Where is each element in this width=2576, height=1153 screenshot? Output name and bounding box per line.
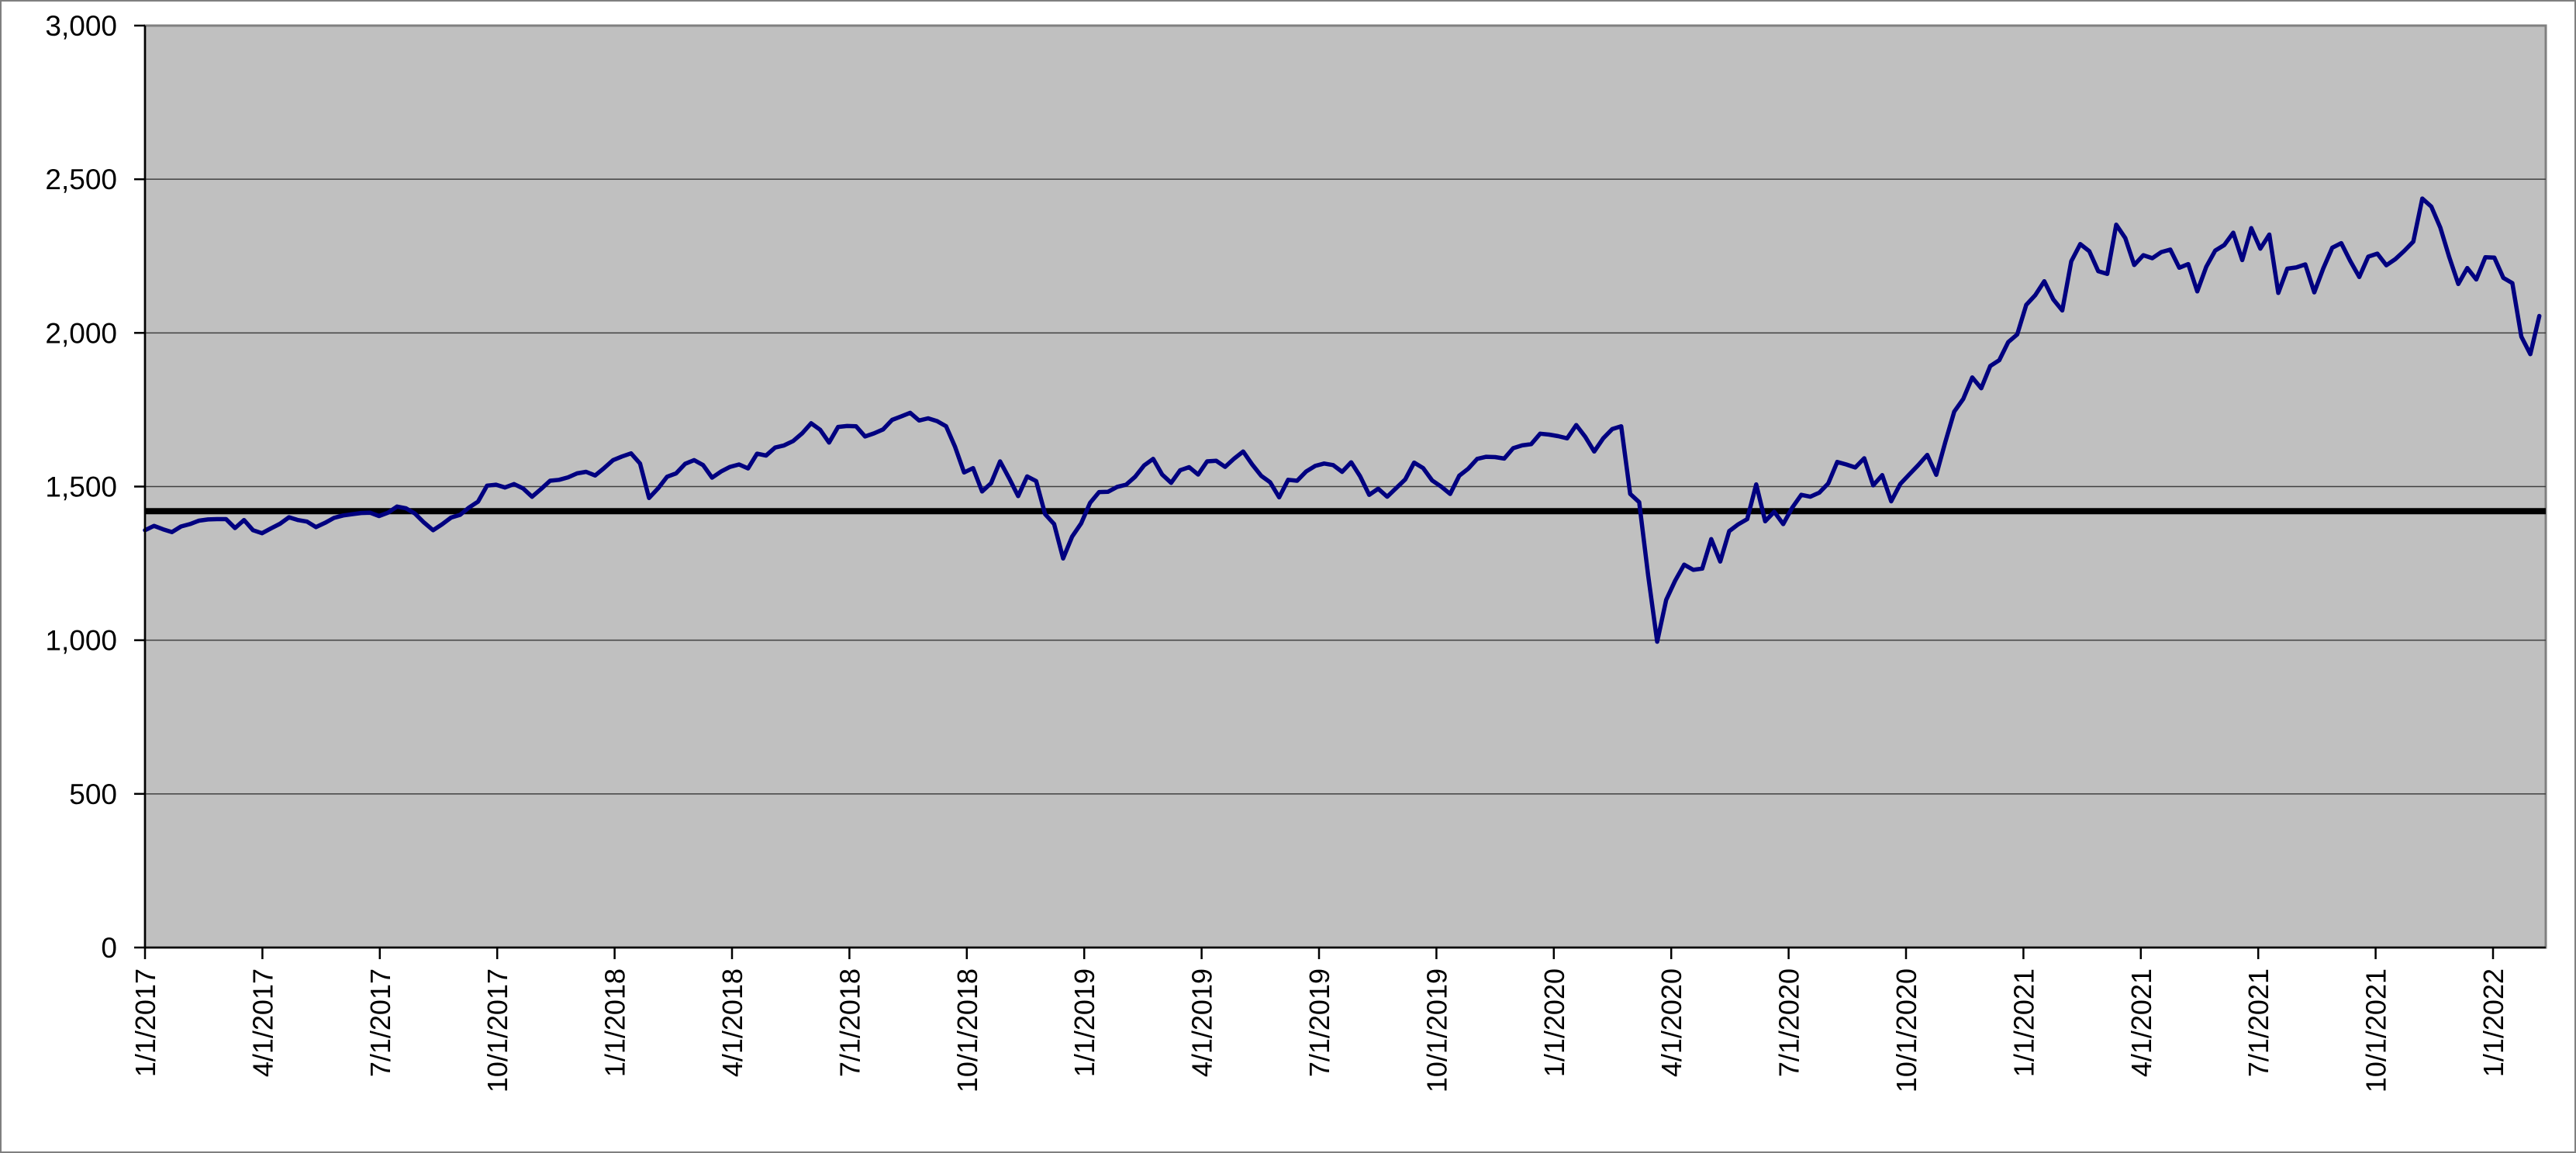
y-tick-label: 0 bbox=[101, 932, 117, 964]
y-tick-label: 1,000 bbox=[45, 625, 117, 657]
x-tick-label: 7/1/2019 bbox=[1304, 968, 1335, 1077]
x-tick-label: 7/1/2018 bbox=[834, 968, 865, 1077]
x-tick-label: 10/1/2017 bbox=[482, 968, 513, 1093]
y-tick-label: 3,000 bbox=[45, 10, 117, 42]
x-tick-label: 4/1/2017 bbox=[247, 968, 278, 1077]
y-tick-label: 1,500 bbox=[45, 471, 117, 503]
x-tick-label: 1/1/2020 bbox=[1538, 968, 1570, 1077]
x-tick-label: 7/1/2021 bbox=[2243, 968, 2274, 1077]
x-tick-label: 4/1/2020 bbox=[1656, 968, 1687, 1077]
x-tick-label: 1/1/2021 bbox=[2008, 968, 2039, 1077]
x-tick-label: 1/1/2019 bbox=[1069, 968, 1100, 1077]
x-tick-label: 4/1/2021 bbox=[2125, 968, 2157, 1077]
x-tick-label: 10/1/2021 bbox=[2360, 968, 2392, 1093]
x-tick-label: 7/1/2017 bbox=[364, 968, 396, 1077]
x-tick-label: 7/1/2020 bbox=[1773, 968, 1805, 1077]
x-tick-label: 1/1/2017 bbox=[129, 968, 161, 1077]
x-tick-label: 1/1/2018 bbox=[599, 968, 631, 1077]
x-tick-label: 4/1/2019 bbox=[1186, 968, 1218, 1077]
y-tick-label: 2,000 bbox=[45, 317, 117, 349]
x-tick-label: 10/1/2019 bbox=[1421, 968, 1452, 1093]
x-tick-label: 10/1/2020 bbox=[1891, 968, 1922, 1093]
x-tick-label: 1/1/2022 bbox=[2478, 968, 2509, 1077]
index-series-line bbox=[143, 196, 2542, 644]
x-tick-label: 10/1/2018 bbox=[951, 968, 983, 1093]
x-tick-label: 4/1/2018 bbox=[717, 968, 748, 1077]
y-tick-label: 500 bbox=[69, 778, 117, 810]
y-tick-label: 2,500 bbox=[45, 164, 117, 195]
